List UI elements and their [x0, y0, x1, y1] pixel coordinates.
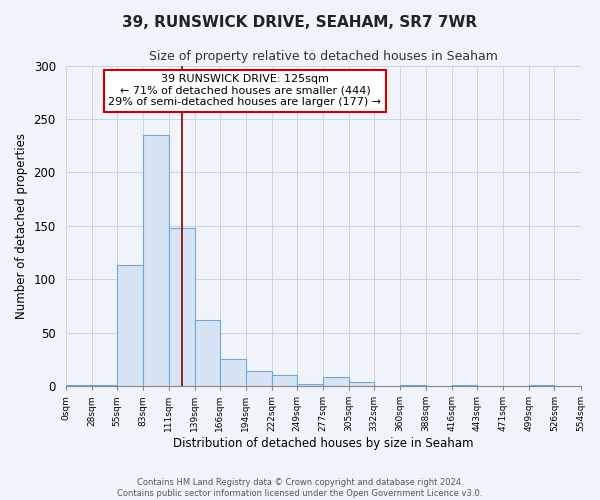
Text: Contains HM Land Registry data © Crown copyright and database right 2024.
Contai: Contains HM Land Registry data © Crown c…	[118, 478, 482, 498]
Bar	[529, 385, 554, 386]
Title: Size of property relative to detached houses in Seaham: Size of property relative to detached ho…	[149, 50, 497, 63]
Bar	[116, 266, 143, 386]
Bar	[452, 385, 478, 386]
Text: 39, RUNSWICK DRIVE, SEAHAM, SR7 7WR: 39, RUNSWICK DRIVE, SEAHAM, SR7 7WR	[122, 15, 478, 30]
Bar	[220, 360, 246, 386]
Bar	[400, 385, 426, 386]
Bar	[323, 378, 349, 386]
Bar	[349, 382, 374, 386]
Y-axis label: Number of detached properties: Number of detached properties	[15, 133, 28, 319]
Bar	[92, 385, 116, 386]
Bar	[272, 376, 297, 386]
Bar	[297, 384, 323, 386]
Bar	[169, 228, 195, 386]
Bar	[246, 371, 272, 386]
X-axis label: Distribution of detached houses by size in Seaham: Distribution of detached houses by size …	[173, 437, 473, 450]
Bar	[65, 385, 92, 386]
Bar	[143, 135, 169, 386]
Text: 39 RUNSWICK DRIVE: 125sqm
← 71% of detached houses are smaller (444)
29% of semi: 39 RUNSWICK DRIVE: 125sqm ← 71% of detac…	[109, 74, 382, 108]
Bar	[195, 320, 220, 386]
